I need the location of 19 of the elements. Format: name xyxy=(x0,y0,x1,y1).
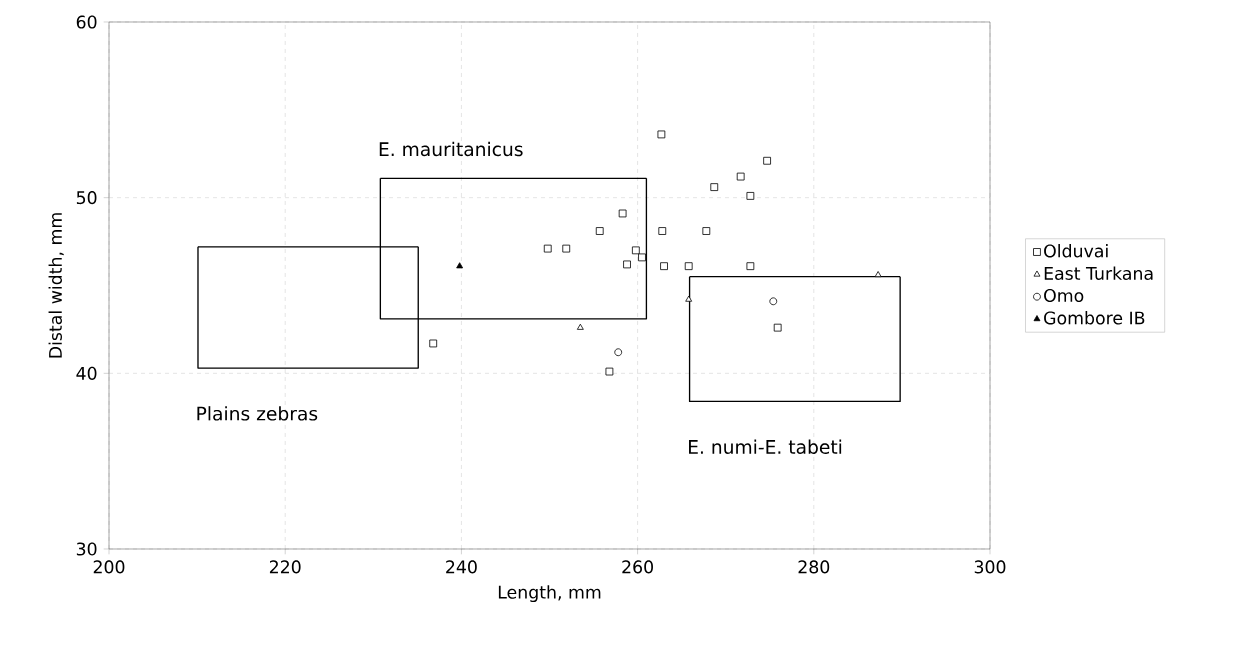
x-tick-label: 220 xyxy=(269,560,301,574)
y-tick-label: 40 xyxy=(76,366,97,380)
x-tick-label: 260 xyxy=(622,560,653,574)
legend-label: Olduvai xyxy=(1044,244,1108,258)
x-tick-label: 240 xyxy=(446,560,477,574)
y-tick-label: 30 xyxy=(76,542,97,556)
annotation: Plains zebras xyxy=(197,406,318,421)
x-tick-label: 200 xyxy=(93,560,125,574)
y-axis-title: Distal width, mm xyxy=(48,213,64,358)
legend-label: East Turkana xyxy=(1044,266,1153,280)
x-tick-label: 300 xyxy=(974,560,1006,574)
x-axis-title: Length, mm xyxy=(498,585,601,603)
y-tick-label: 60 xyxy=(76,15,97,29)
annotation: E. mauritanicus xyxy=(379,141,523,157)
x-tick-label: 280 xyxy=(798,560,830,574)
y-tick-label: 50 xyxy=(76,191,97,205)
legend-label: Omo xyxy=(1044,288,1084,303)
legend-label: Gombore IB xyxy=(1044,311,1145,325)
annotation: E. numi-E. tabeti xyxy=(689,439,842,454)
